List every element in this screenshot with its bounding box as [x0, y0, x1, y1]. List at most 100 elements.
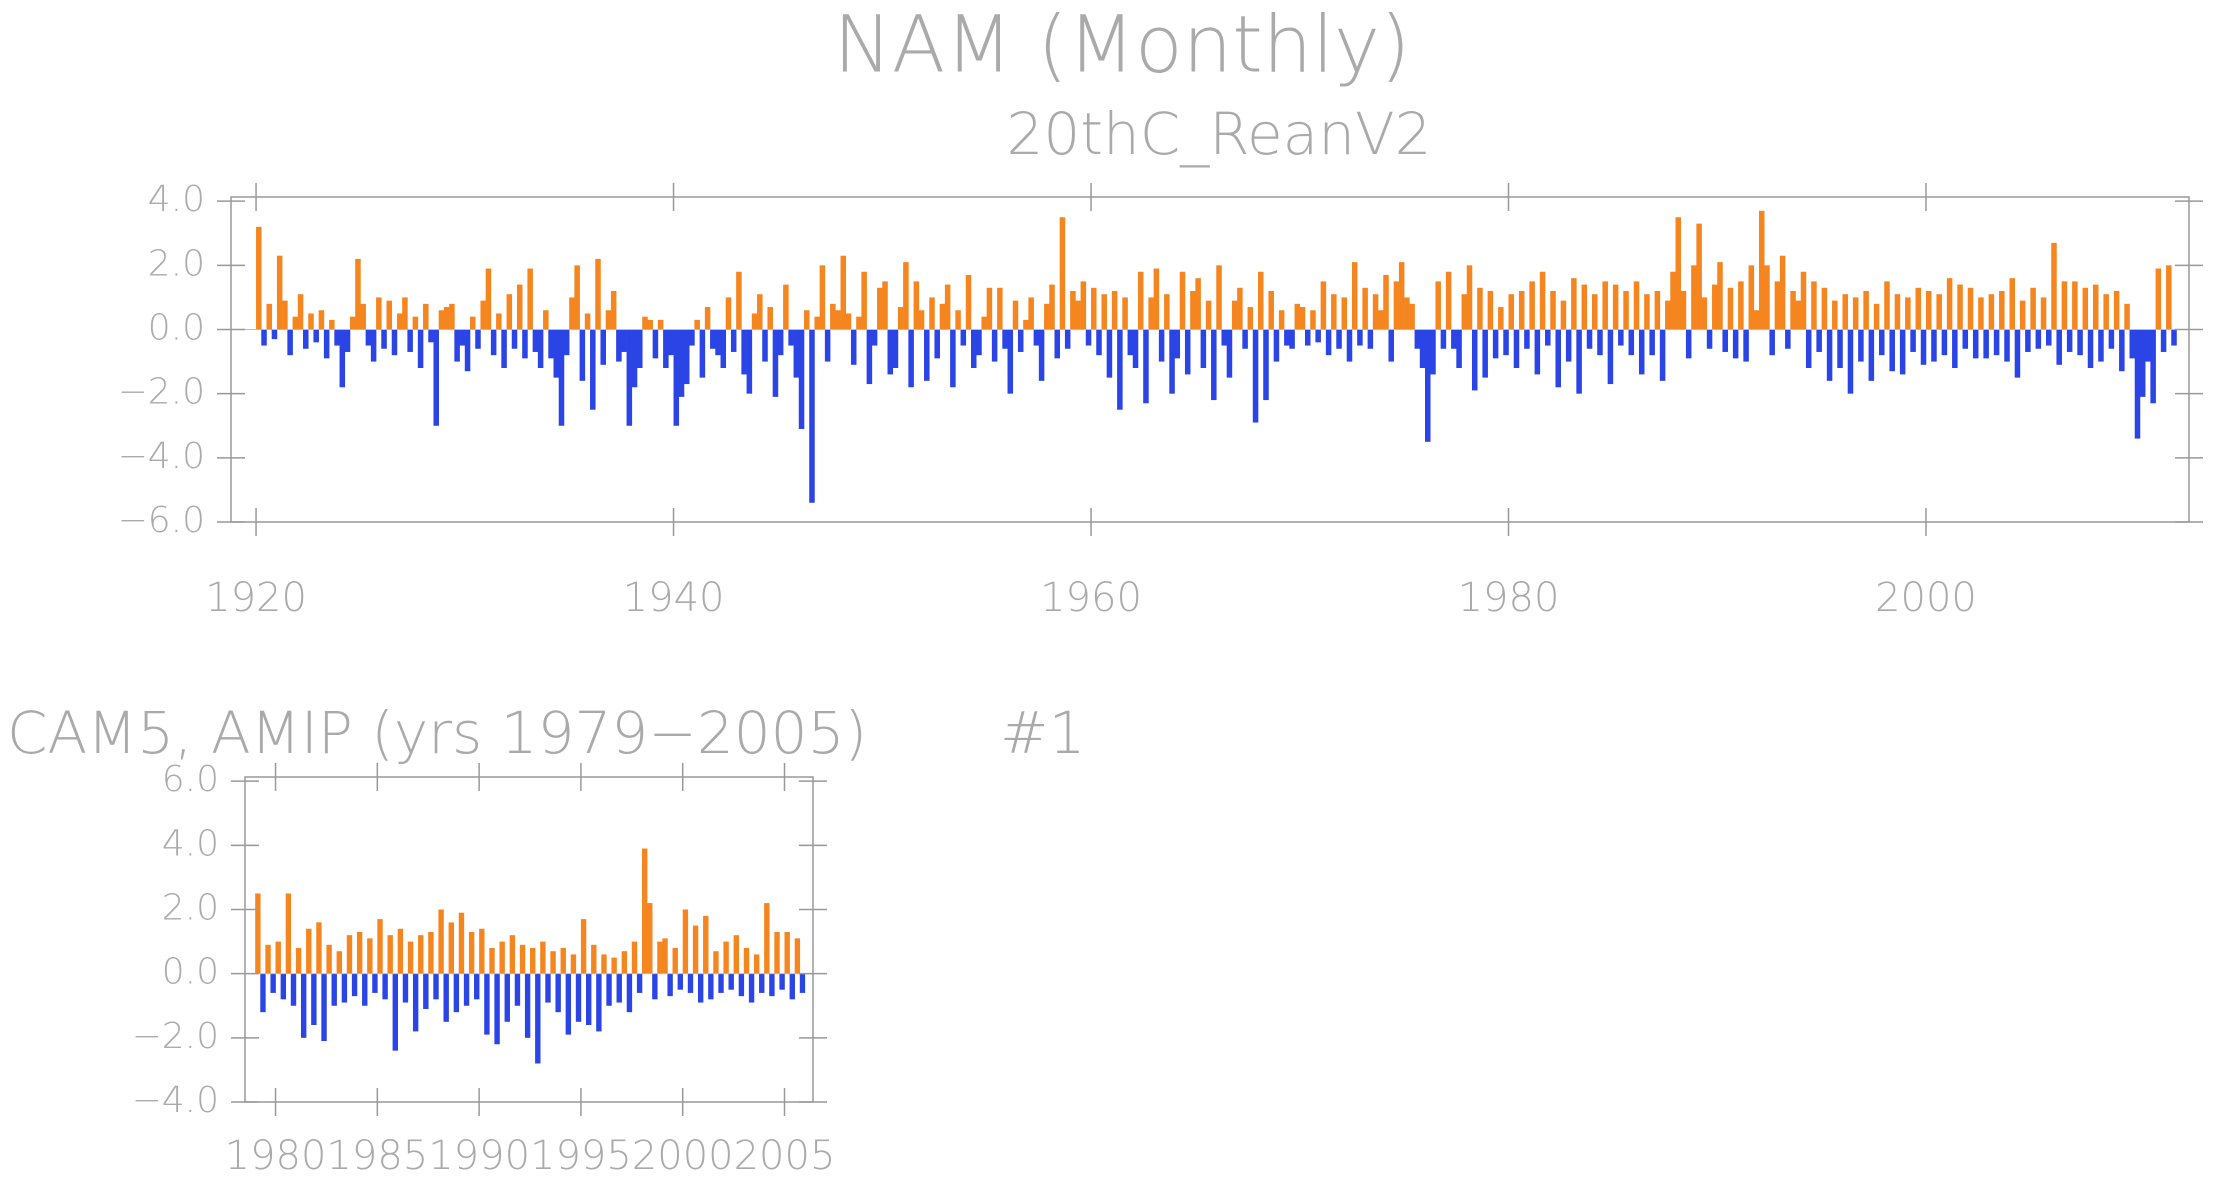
bar [295, 948, 302, 974]
bar [1842, 294, 1849, 330]
bar [1644, 294, 1650, 330]
bar [356, 931, 363, 974]
bar [1518, 291, 1525, 330]
bar [1122, 297, 1128, 330]
bar [412, 973, 419, 1032]
y-tick-label: −2.0 [132, 1016, 219, 1057]
bar [1717, 262, 1723, 330]
bar [1524, 329, 1530, 349]
bar [1231, 300, 1238, 330]
bar [1539, 271, 1546, 330]
bar [1957, 284, 1963, 330]
bar [443, 973, 449, 1022]
bar [458, 912, 465, 974]
y-tick-label: 0.0 [162, 952, 219, 993]
x-tick-label: 1980 [1458, 575, 1560, 621]
bar [285, 893, 292, 974]
bar [1331, 294, 1337, 330]
bar [313, 329, 319, 343]
bar [1487, 291, 1494, 330]
bar [903, 262, 909, 330]
bar [1226, 329, 1233, 378]
bar [830, 303, 836, 330]
bar [1304, 329, 1311, 346]
plot-frame [244, 776, 814, 1103]
bar [1237, 287, 1243, 330]
bar [730, 329, 737, 352]
bar [537, 329, 544, 369]
bar [428, 329, 434, 343]
bar [1148, 297, 1154, 330]
bar [616, 329, 622, 362]
bar [1738, 281, 1744, 330]
bar [392, 973, 398, 1051]
bar [1774, 281, 1781, 330]
bar [1612, 284, 1619, 330]
bar [845, 313, 852, 330]
bar [586, 973, 592, 1026]
bar [667, 973, 673, 997]
bar [1070, 291, 1076, 330]
bar [1184, 329, 1191, 375]
bar [657, 319, 664, 330]
bar [1691, 265, 1697, 330]
bar [1665, 300, 1671, 330]
bar [1618, 329, 1624, 346]
bar [329, 319, 335, 330]
bar [1471, 329, 1478, 391]
bar [1498, 307, 1504, 330]
bar [1503, 329, 1509, 356]
x-tick-label: 1985 [326, 1133, 428, 1177]
bar [715, 329, 721, 356]
bar [1247, 307, 1254, 330]
chart-subtitle: 20thC_ReanV2 [1006, 100, 1431, 168]
bar [584, 313, 591, 330]
bar [1409, 303, 1415, 330]
bar [2139, 329, 2146, 397]
bar [530, 948, 536, 974]
bar [494, 973, 500, 1045]
bar [757, 294, 763, 330]
bar [1832, 300, 1838, 330]
bar [694, 319, 700, 330]
bar [2046, 329, 2052, 346]
bar [1284, 329, 1290, 346]
bar [596, 973, 602, 1032]
bar [2124, 303, 2130, 330]
bar [326, 944, 332, 974]
bar [733, 935, 739, 974]
bar [1852, 297, 1859, 330]
bar [1054, 329, 1061, 359]
bar [741, 329, 747, 375]
bar [280, 973, 287, 1000]
bar [1905, 297, 1911, 330]
bar [2119, 329, 2125, 372]
bar [2066, 329, 2073, 352]
bar [1946, 278, 1953, 330]
bar [506, 294, 513, 330]
bar [1106, 329, 1113, 378]
bar [772, 329, 779, 397]
bar [1336, 329, 1342, 349]
bar [2087, 329, 2094, 369]
bar [1143, 329, 1149, 404]
bar [2035, 329, 2042, 349]
bar [1706, 329, 1713, 349]
bar [621, 329, 627, 352]
bar [1795, 300, 1802, 330]
bar [256, 226, 262, 330]
y-tick-label: −4.0 [132, 1080, 219, 1121]
bar [897, 307, 904, 330]
bar [793, 329, 800, 378]
bar [1534, 329, 1541, 375]
bar [1357, 329, 1363, 346]
bar [1378, 310, 1384, 330]
bar [1837, 329, 1843, 369]
bar [662, 938, 668, 974]
bar [682, 909, 689, 974]
bar [929, 297, 935, 330]
bar [1790, 291, 1796, 330]
bar [683, 329, 690, 385]
bar [433, 973, 439, 1000]
bar [1597, 329, 1603, 356]
